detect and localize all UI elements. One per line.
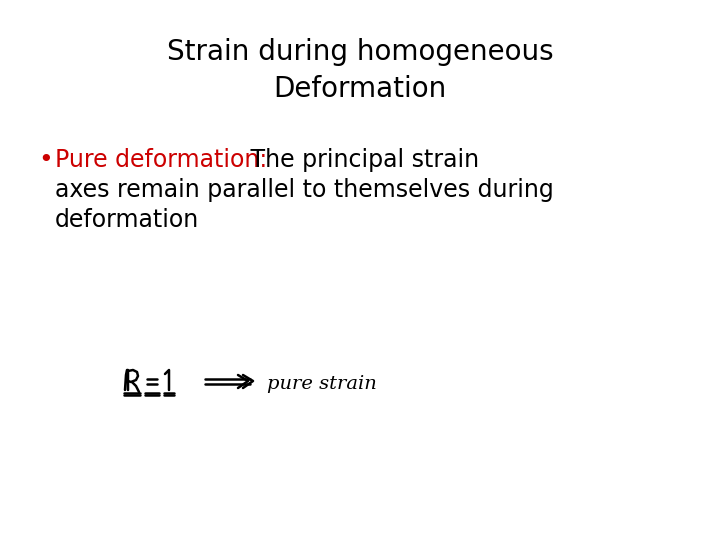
Text: Strain during homogeneous: Strain during homogeneous	[167, 38, 553, 66]
Text: Pure deformation:: Pure deformation:	[55, 148, 267, 172]
Text: Deformation: Deformation	[274, 75, 446, 103]
Text: deformation: deformation	[55, 208, 199, 232]
Text: The principal strain: The principal strain	[243, 148, 479, 172]
Text: •: •	[38, 148, 53, 172]
Text: axes remain parallel to themselves during: axes remain parallel to themselves durin…	[55, 178, 554, 202]
Text: pure strain: pure strain	[267, 375, 377, 393]
